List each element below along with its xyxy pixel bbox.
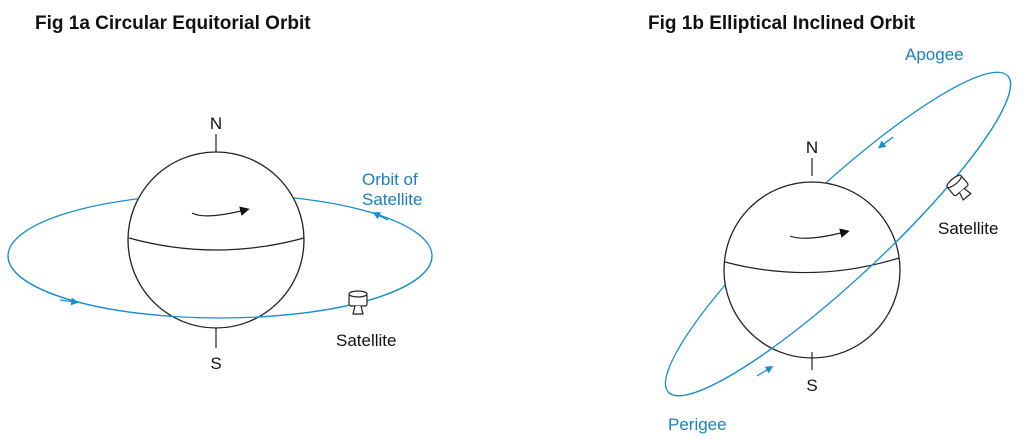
orbit-label: Satellite: [362, 190, 422, 209]
equator: [724, 257, 900, 274]
orbit-front: [667, 75, 1012, 397]
perigee-label: Perigee: [668, 415, 727, 434]
earth: [127, 151, 305, 329]
satellite-icon: [944, 172, 975, 204]
rotation-arrow: [789, 228, 850, 239]
orbit-label: Orbit of: [362, 170, 418, 189]
equator: [128, 237, 305, 251]
orbit-arrow: [877, 136, 894, 149]
satellite-icon: [348, 290, 368, 315]
rotation-arrow: [191, 206, 250, 217]
north: N: [210, 114, 222, 133]
orbit-arrow: [59, 297, 79, 306]
orbit-front: [7, 255, 433, 319]
apogee-label: Apogee: [905, 45, 964, 64]
south: S: [806, 376, 817, 395]
earth: [723, 181, 901, 359]
orbit-arrow: [756, 365, 774, 377]
fig-title: Fig 1b Elliptical Inclined Orbit: [648, 13, 916, 34]
south: S: [210, 354, 221, 373]
north: N: [806, 138, 818, 157]
fig-1a: Fig 1a Circular Equitorial Orbit N S Orb…: [7, 13, 433, 373]
fig-title: Fig 1a Circular Equitorial Orbit: [35, 13, 311, 34]
orbit-arrow: [372, 212, 389, 221]
satellite-label: Satellite: [938, 219, 998, 238]
fig-1b: Fig 1b Elliptical Inclined Orbit N S Apo…: [648, 13, 1012, 434]
satellite-label: Satellite: [336, 331, 396, 350]
